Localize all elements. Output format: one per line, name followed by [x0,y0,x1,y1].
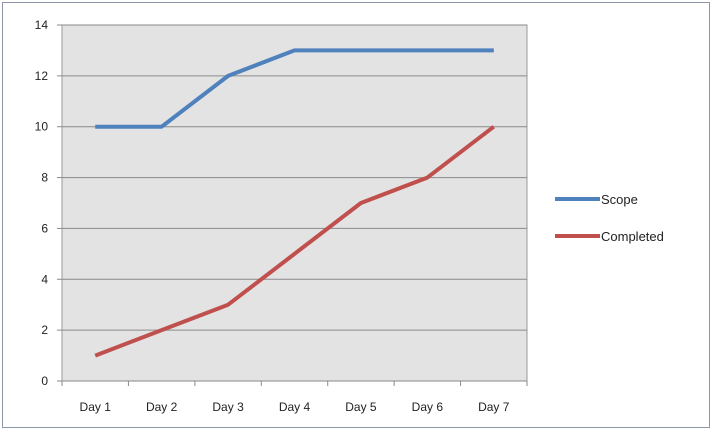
plot-area [61,24,528,382]
series-scope-group [95,48,494,129]
x-tick-label: Day 1 [80,400,112,414]
x-axis: Day 1 Day 2 Day 3 Day 4 Day 5 Day 6 Day 7 [61,380,528,414]
x-tick-label: Day 5 [345,400,377,414]
x-tick-label: Day 3 [212,400,244,414]
y-tick-label: 0 [41,374,48,388]
y-tick-label: 12 [35,69,49,83]
series-completed-group [94,125,496,358]
x-tick-label: Day 7 [478,400,510,414]
legend-label-completed: Completed [601,229,664,244]
legend-label-scope: Scope [601,192,638,207]
y-tick-label: 2 [41,323,48,337]
legend: Scope Completed [555,192,664,244]
x-tick-label: Day 4 [279,400,311,414]
y-tick-label: 14 [35,18,49,32]
y-tick-label: 8 [41,171,48,185]
y-tick-label: 6 [41,221,48,235]
y-tick-label: 4 [41,272,48,286]
y-axis: 0 2 4 6 8 10 12 14 [35,18,62,388]
x-tick-label: Day 2 [146,400,178,414]
x-tick-label: Day 6 [412,400,444,414]
y-tick-label: 10 [35,120,49,134]
series-lines [94,48,496,358]
